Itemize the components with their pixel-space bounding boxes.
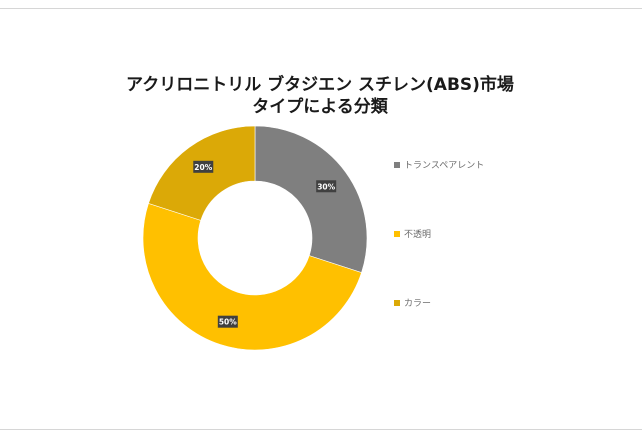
data-label-text-transparent: 30%	[317, 182, 335, 191]
chart-title-line-2: タイプによる分類	[252, 97, 388, 117]
data-label-text-color: 20%	[194, 163, 212, 172]
donut-slice-color	[148, 125, 256, 221]
legend-swatch-transparent	[394, 161, 400, 168]
legend-label-transparent: トランスペアレント	[404, 161, 485, 171]
legend-label-color: カラー	[404, 299, 432, 309]
legend-swatch-opaque	[394, 230, 400, 237]
data-label-opaque: 50%	[217, 315, 238, 328]
legend-label-opaque: 不透明	[404, 230, 432, 240]
legend-swatch-color	[394, 299, 400, 306]
chart-title: アクリロニトリル ブタジエン スチレン(ABS)市場 タイプによる分類	[70, 74, 570, 118]
top-divider	[0, 8, 642, 9]
data-label-box-color	[193, 160, 214, 173]
bottom-divider	[0, 429, 642, 430]
data-label-box-opaque	[217, 315, 238, 328]
data-label-text-opaque: 50%	[219, 318, 237, 327]
data-label-transparent: 30%	[316, 180, 337, 193]
chart-title-line-1: アクリロニトリル ブタジエン スチレン(ABS)市場	[126, 75, 514, 95]
legend-item-color: カラー	[394, 296, 431, 309]
data-label-box-transparent	[316, 180, 337, 193]
data-label-color: 20%	[193, 160, 214, 173]
legend-item-transparent: トランスペアレント	[394, 158, 484, 171]
donut-slice-transparent	[254, 125, 368, 273]
legend-item-opaque: 不透明	[394, 227, 431, 240]
